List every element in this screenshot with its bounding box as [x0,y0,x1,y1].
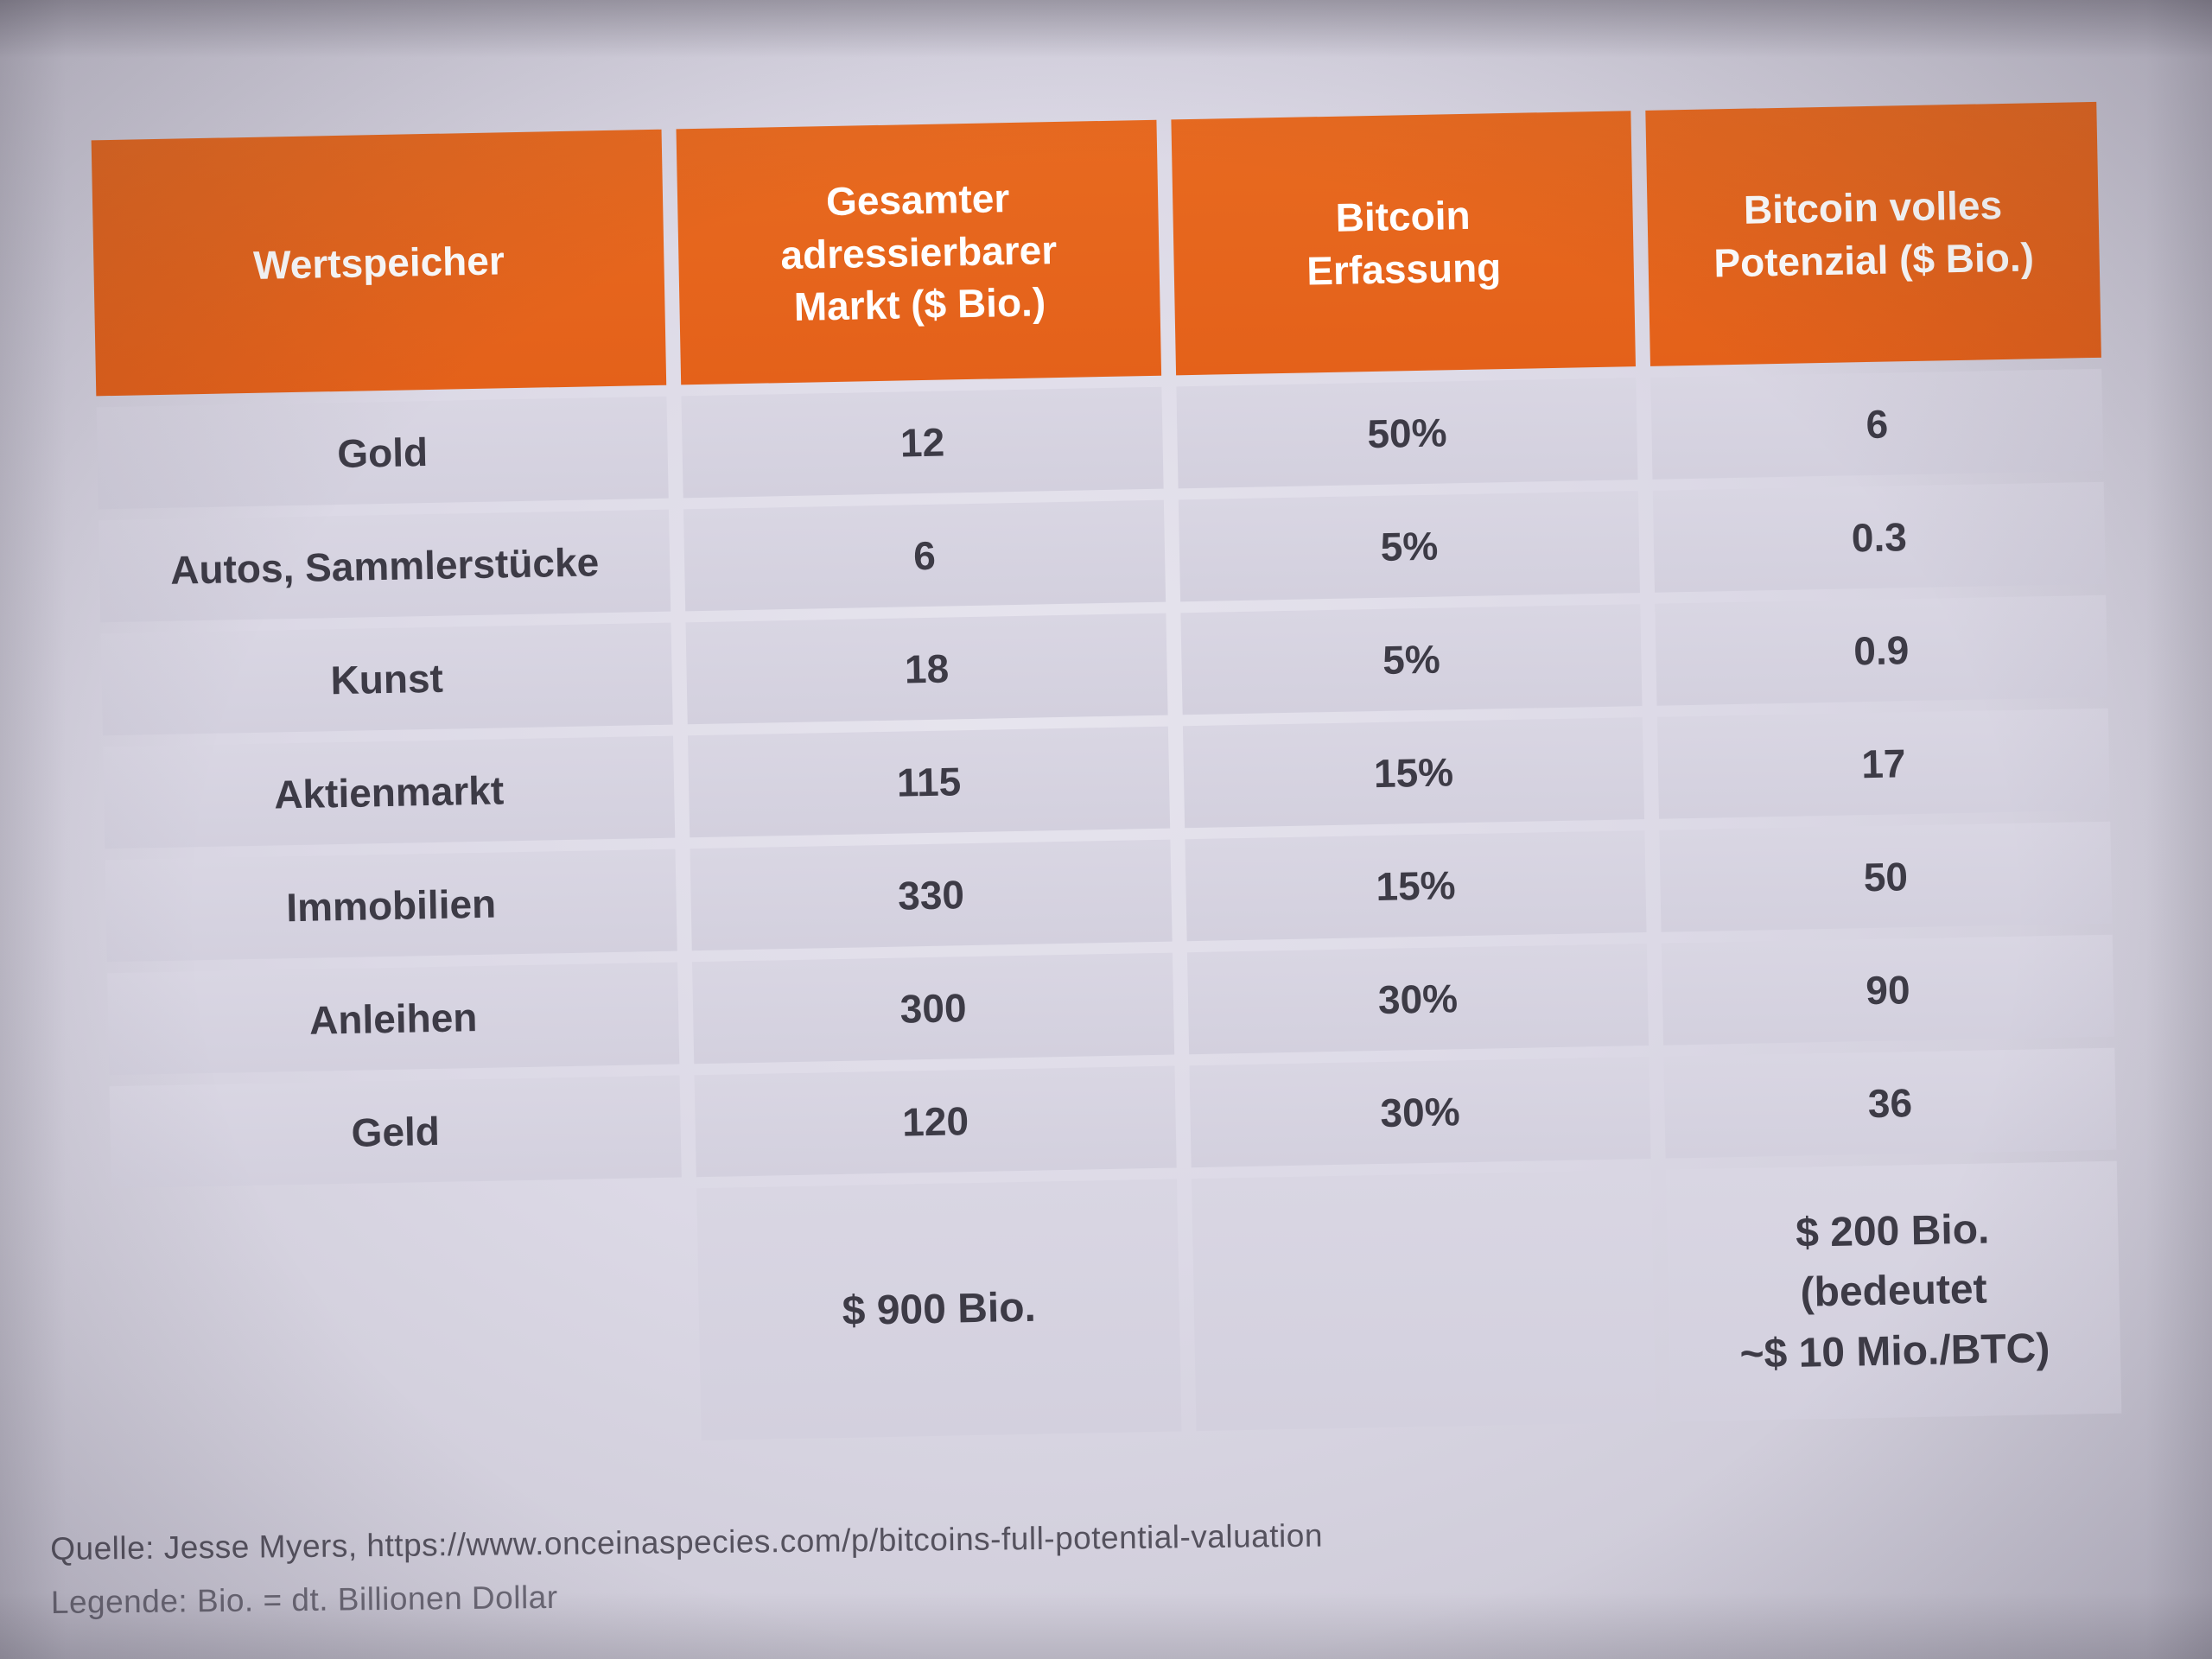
source-line: Quelle: Jesse Myers, https://www.onceina… [50,1517,1324,1567]
row-value-potential: 6 [1650,368,2104,480]
row-value-potential: 0.3 [1652,481,2106,593]
header-cell: Bitcoin volles Potenzial ($ Bio.) [1645,101,2101,366]
row-value-capture: 50% [1176,378,1638,489]
row-value-market: 115 [687,726,1171,838]
row-value-potential: 36 [1663,1047,2117,1159]
row-value-market: 6 [683,499,1166,612]
row-value-capture: 30% [1189,1057,1651,1168]
row-value-capture: 5% [1178,491,1641,602]
row-value-capture: 30% [1186,944,1649,1055]
total-potential: $ 200 Bio. (bedeutet ~$ 10 Mio./BTC) [1665,1160,2122,1422]
total-empty-capture [1191,1169,1656,1432]
row-value-potential: 17 [1656,708,2110,819]
header-cell: Bitcoin Erfassung [1171,111,1636,376]
row-value-capture: 5% [1180,604,1643,715]
header-cell: Gesamter adressierbarer Markt ($ Bio.) [676,119,1162,385]
row-label: Autos, Sammlerstücke [99,509,671,623]
row-label: Kunst [100,622,673,736]
legend-line: Legende: Bio. = dt. Billionen Dollar [50,1579,558,1620]
row-value-market: 300 [692,952,1175,1065]
row-label: Aktienmarkt [103,735,676,849]
header-cell: Wertspeicher [91,129,667,397]
row-value-capture: 15% [1182,717,1645,829]
total-market: $ 900 Bio. [696,1179,1182,1441]
footer: Quelle: Jesse Myers, https://www.onceina… [50,1518,1324,1621]
row-label: Gold [96,396,669,510]
valuation-table: Wertspeicher Gesamter adressierbarer Mark… [91,101,2123,1452]
valuation-table-wrapper: Wertspeicher Gesamter adressierbarer Mark… [91,101,2123,1452]
row-value-market: 330 [690,839,1173,951]
row-label: Geld [109,1075,682,1189]
row-value-capture: 15% [1185,830,1647,942]
total-empty-left [111,1189,686,1452]
row-label: Anleihen [107,962,680,1076]
row-value-market: 12 [681,386,1164,499]
row-label: Immobilien [105,849,677,963]
row-value-market: 18 [685,613,1168,725]
row-value-potential: 50 [1659,821,2113,932]
row-value-market: 120 [694,1065,1177,1178]
row-value-potential: 90 [1661,934,2114,1046]
row-value-potential: 0.9 [1655,594,2108,706]
